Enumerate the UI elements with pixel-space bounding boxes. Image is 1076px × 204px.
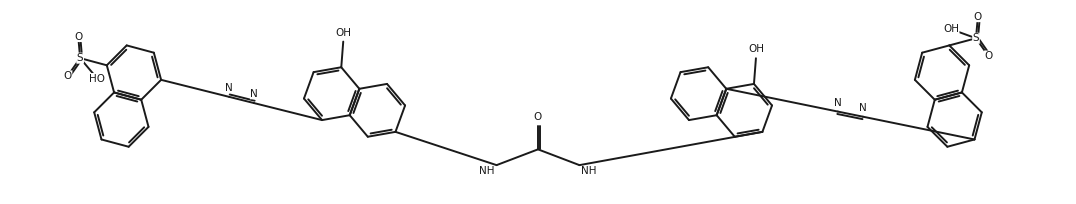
Text: N: N — [225, 83, 233, 93]
Text: HO: HO — [89, 74, 105, 84]
Text: O: O — [74, 32, 83, 42]
Text: NH: NH — [479, 166, 495, 176]
Text: N: N — [834, 98, 841, 108]
Text: O: O — [534, 112, 542, 122]
Text: O: O — [63, 71, 72, 81]
Text: O: O — [974, 12, 982, 22]
Text: N: N — [859, 103, 867, 113]
Text: N: N — [250, 89, 258, 99]
Text: OH: OH — [943, 24, 959, 34]
Text: OH: OH — [336, 28, 351, 38]
Text: OH: OH — [748, 44, 764, 54]
Text: S: S — [973, 33, 979, 43]
Text: O: O — [985, 51, 992, 61]
Text: NH: NH — [581, 166, 597, 176]
Text: S: S — [76, 53, 84, 63]
